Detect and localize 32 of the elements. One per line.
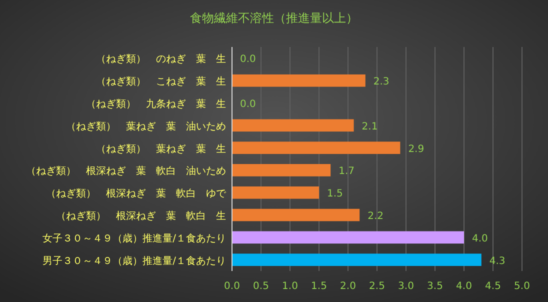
y-tick-label: （ねぎ類） 葉ねぎ 葉 油いため: [66, 120, 226, 132]
y-tick-label: 男子３０～４９（歳）推進量/１食あたり: [42, 254, 226, 267]
data-label: 2.2: [368, 211, 384, 222]
text: 4.5: [485, 281, 501, 292]
data-label: 2.3: [373, 76, 390, 88]
text: 1.5: [311, 281, 327, 292]
y-tick-label: （ねぎ類） 根深ねぎ 葉 軟白 生: [56, 210, 226, 222]
y-tick-label: （ねぎ類） のねぎ 葉 生: [96, 53, 226, 66]
text: 5.0: [514, 281, 530, 292]
y-tick-label: （ねぎ類） 根深ねぎ 葉 軟白 油いため: [26, 165, 226, 178]
text: 1.0: [282, 281, 298, 292]
text: 3.5: [427, 281, 443, 292]
text: 3.0: [398, 281, 414, 292]
data-label: 4.3: [489, 256, 506, 267]
y-tick-label: （ねぎ類） 九条ねぎ 葉 生: [86, 98, 226, 110]
y-tick-label: （ねぎ類） こねぎ 葉 生: [96, 76, 226, 88]
text: 0.5: [253, 281, 269, 292]
text: 4.0: [456, 281, 472, 292]
data-label: 1.7: [338, 166, 355, 178]
y-tick-label: （ねぎ類） 根深ねぎ 葉 軟白 ゆで: [46, 188, 227, 200]
chart-title: 食物繊維不溶性（推進量以上）: [190, 11, 358, 25]
y-tick-label: （ねぎ類） 葉ねぎ 葉 生: [96, 142, 226, 155]
data-label: 4.0: [472, 233, 488, 244]
data-label: 2.1: [362, 121, 378, 132]
y-tick-label: 女子３０～４９（歳）推進量/１食あたり: [42, 232, 226, 244]
text: 2.5: [369, 281, 385, 292]
data-label: 1.5: [327, 188, 343, 200]
text: 2.0: [340, 281, 356, 292]
data-label: 2.9: [408, 144, 424, 155]
data-label: 0.0: [240, 99, 256, 110]
data-label: 0.0: [240, 54, 256, 66]
text: 0.0: [224, 281, 240, 292]
